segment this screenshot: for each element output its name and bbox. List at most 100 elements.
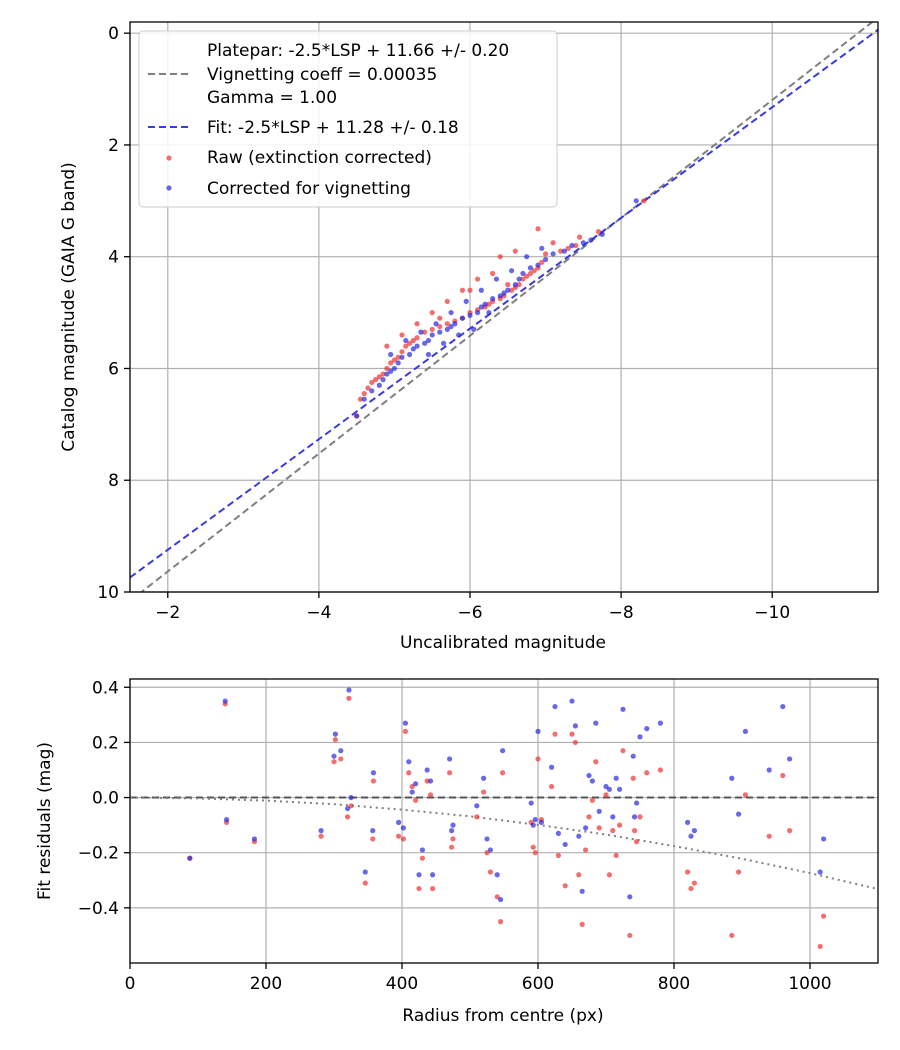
data-point-raw <box>576 872 582 878</box>
data-point-raw <box>821 913 827 919</box>
data-point-raw <box>449 844 455 850</box>
data-point-corrected <box>549 764 555 770</box>
data-point-corrected <box>449 828 455 834</box>
data-point-corrected <box>501 290 507 296</box>
data-point-corrected <box>520 270 526 277</box>
data-point-corrected <box>487 847 493 853</box>
data-point-corrected <box>538 819 545 825</box>
data-point-raw <box>620 748 626 754</box>
data-point-corrected <box>474 309 481 316</box>
data-point-raw <box>579 921 585 928</box>
data-point-corrected <box>447 756 453 762</box>
data-point-raw <box>427 792 434 798</box>
y-tick-label: −0.2 <box>78 844 119 864</box>
data-point-corrected <box>395 360 401 366</box>
data-point-corrected <box>484 836 490 842</box>
data-point-raw <box>613 852 619 859</box>
y-axis-label-top: Catalog magnitude (GAIA G band) <box>59 162 79 452</box>
data-point-raw <box>402 728 408 734</box>
data-point-corrected <box>561 248 568 254</box>
data-point-corrected <box>542 256 549 263</box>
data-point-raw <box>490 270 496 277</box>
data-point-corrected <box>817 869 823 875</box>
data-point-raw <box>414 321 420 327</box>
data-point-corrected <box>187 855 193 861</box>
data-point-raw <box>505 282 511 288</box>
data-point-corrected <box>586 772 592 779</box>
data-point-corrected <box>452 321 458 327</box>
data-point-raw <box>376 374 382 380</box>
data-point-raw <box>370 836 376 842</box>
x-tick-label: −8 <box>609 603 634 623</box>
y-tick-label: 8 <box>108 471 119 491</box>
data-point-raw <box>641 198 647 204</box>
data-point-corrected <box>223 817 230 823</box>
data-point-raw <box>558 248 564 254</box>
data-point-corrected <box>424 767 430 773</box>
data-point-raw <box>430 885 436 892</box>
data-point-corrected <box>409 789 415 795</box>
data-point-raw <box>372 377 379 383</box>
data-point-corrected <box>562 841 568 848</box>
data-point-corrected <box>613 775 619 781</box>
data-point-corrected <box>471 326 477 332</box>
data-point-corrected <box>572 723 579 729</box>
x-tick-label: 800 <box>658 974 690 994</box>
data-point-raw <box>508 287 515 293</box>
data-point-corrected <box>406 759 412 765</box>
x-tick-label: −2 <box>155 603 180 623</box>
data-point-corrected <box>508 268 515 274</box>
data-point-raw <box>527 270 534 277</box>
x-axis-label-top: Uncalibrated magnitude <box>400 633 606 653</box>
data-point-raw <box>410 337 416 344</box>
data-point-corrected <box>222 698 228 704</box>
data-point-raw <box>631 828 638 834</box>
data-point-corrected <box>490 296 496 302</box>
data-point-raw <box>481 789 487 795</box>
data-point-raw <box>535 226 541 232</box>
data-point-corrected <box>637 734 643 740</box>
data-point-corrected <box>403 337 409 344</box>
data-point-corrected <box>467 312 473 318</box>
data-point-corrected <box>596 808 602 814</box>
data-point-corrected <box>742 728 749 734</box>
data-point-corrected <box>362 869 368 875</box>
data-point-raw <box>610 828 616 834</box>
data-point-corrected <box>599 231 605 237</box>
legend-platepar-line2: Vignetting coeff = 0.00035 <box>207 65 437 85</box>
data-point-corrected <box>318 828 324 834</box>
y-tick-label: 0.4 <box>92 678 119 698</box>
x-tick-label: 600 <box>522 974 554 994</box>
legend-platepar-line1: Platepar: -2.5*LSP + 11.66 +/- 0.20 <box>207 41 509 61</box>
data-point-corrected <box>787 756 793 762</box>
data-point-corrected <box>593 720 599 726</box>
data-point-raw <box>369 379 375 386</box>
data-point-raw <box>444 321 450 327</box>
data-point-raw <box>437 323 443 330</box>
data-point-corrected <box>588 237 594 243</box>
data-point-raw <box>388 360 394 366</box>
data-point-raw <box>467 287 473 293</box>
data-point-corrected <box>448 323 454 330</box>
data-point-corrected <box>583 825 589 831</box>
data-point-corrected <box>370 770 377 776</box>
data-point-raw <box>362 880 368 886</box>
data-point-corrected <box>391 365 398 372</box>
data-point-corrected <box>332 731 338 737</box>
data-point-raw <box>400 836 406 842</box>
data-point-corrected <box>380 377 386 383</box>
data-point-corrected <box>617 786 623 792</box>
data-point-corrected <box>433 321 439 327</box>
data-point-raw <box>406 770 412 776</box>
data-point-corrected <box>555 830 562 837</box>
data-point-corrected <box>425 351 432 358</box>
data-point-corrected <box>530 822 536 828</box>
data-point-corrected <box>579 888 585 894</box>
data-point-corrected <box>688 833 694 839</box>
data-point-corrected <box>448 309 454 316</box>
data-point-corrected <box>620 706 626 712</box>
data-point-corrected <box>766 767 772 773</box>
data-point-raw <box>550 240 556 246</box>
data-point-corrected <box>370 828 376 834</box>
data-point-raw <box>357 396 364 402</box>
